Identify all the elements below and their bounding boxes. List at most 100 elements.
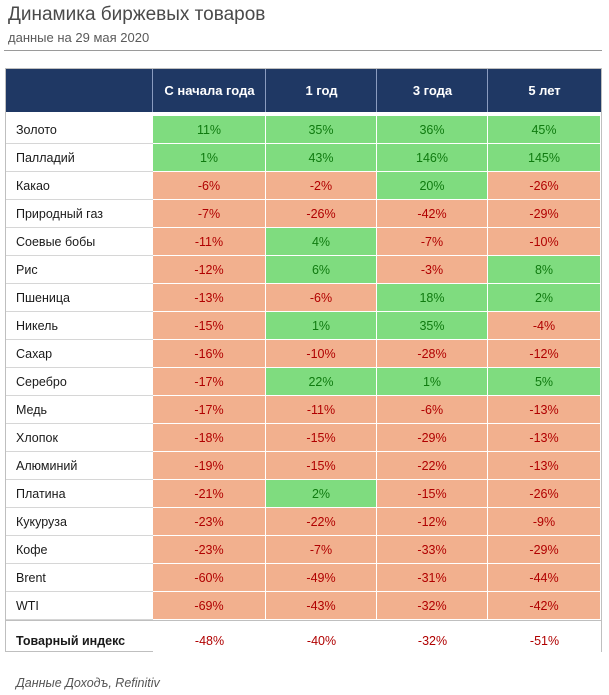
commodity-name: Платина — [16, 487, 66, 501]
value-cell: 43% — [266, 144, 377, 172]
value-cell: -15% — [266, 452, 377, 480]
commodity-name: Медь — [16, 403, 48, 417]
page-subtitle: данные на 29 мая 2020 — [8, 30, 150, 45]
row-divider — [6, 283, 153, 284]
value-cell: -19% — [153, 452, 266, 480]
table-row: Никель -15% 1% 35% -4% — [6, 312, 601, 340]
table-row: Золото 11% 35% 36% 45% — [6, 116, 601, 144]
total-value-cell: -32% — [377, 624, 488, 658]
commodity-name: Соевые бобы — [16, 235, 96, 249]
row-divider — [6, 311, 153, 312]
header-separator — [152, 69, 153, 112]
table-row: Природный газ -7% -26% -42% -29% — [6, 200, 601, 228]
value-cell: -26% — [266, 200, 377, 228]
row-divider — [6, 395, 153, 396]
column-header: 1 год — [305, 83, 338, 98]
value-cell: -15% — [153, 312, 266, 340]
commodity-name: Сахар — [16, 347, 53, 361]
commodity-name: WTI — [16, 599, 39, 613]
value-cell: -13% — [488, 424, 601, 452]
table-row: Соевые бобы -11% 4% -7% -10% — [6, 228, 601, 256]
commodity-name: Рис — [16, 263, 38, 277]
row-divider — [6, 339, 153, 340]
row-divider — [6, 619, 153, 620]
table-row: Алюминий -19% -15% -22% -13% — [6, 452, 601, 480]
commodity-name: Какао — [16, 179, 50, 193]
commodity-name: Хлопок — [16, 431, 58, 445]
value-cell: -3% — [377, 256, 488, 284]
table-row: Серебро -17% 22% 1% 5% — [6, 368, 601, 396]
value-cell: 45% — [488, 116, 601, 144]
value-cell: -11% — [266, 396, 377, 424]
source-note: Данные Доходъ, Refinitiv — [16, 676, 160, 690]
value-cell: 5% — [488, 368, 601, 396]
value-cell: -7% — [153, 200, 266, 228]
value-cell: -29% — [377, 424, 488, 452]
row-divider — [6, 479, 153, 480]
value-cell: 8% — [488, 256, 601, 284]
value-cell: -7% — [266, 536, 377, 564]
row-divider — [6, 171, 153, 172]
table-row: Brent -60% -49% -31% -44% — [6, 564, 601, 592]
value-cell: -6% — [153, 172, 266, 200]
value-cell: -28% — [377, 340, 488, 368]
commodity-table: С начала года 1 год 3 года 5 лет Золото 11% 3… — [5, 68, 602, 658]
value-cell: 2% — [266, 480, 377, 508]
value-cell: 35% — [377, 312, 488, 340]
column-header: С начала года — [164, 83, 255, 98]
value-cell: -15% — [377, 480, 488, 508]
table-row: Сахар -16% -10% -28% -12% — [6, 340, 601, 368]
value-cell: -12% — [153, 256, 266, 284]
table-row: Пшеница -13% -6% 18% 2% — [6, 284, 601, 312]
row-divider — [6, 199, 153, 200]
value-cell: -42% — [488, 592, 601, 620]
row-divider — [6, 451, 153, 452]
total-divider — [6, 620, 601, 621]
value-cell: -11% — [153, 228, 266, 256]
value-cell: 4% — [266, 228, 377, 256]
value-cell: 2% — [488, 284, 601, 312]
value-cell: 35% — [266, 116, 377, 144]
value-cell: -10% — [266, 340, 377, 368]
value-cell: -15% — [266, 424, 377, 452]
row-divider — [6, 563, 153, 564]
total-value-cell: -48% — [153, 624, 266, 658]
row-divider — [6, 143, 153, 144]
value-cell: -49% — [266, 564, 377, 592]
commodity-name: Никель — [16, 319, 58, 333]
commodity-name: Кукуруза — [16, 515, 67, 529]
total-name: Товарный индекс — [16, 634, 126, 648]
commodity-name: Природный газ — [16, 207, 104, 221]
table-row: WTI -69% -43% -32% -42% — [6, 592, 601, 620]
table-row: Какао -6% -2% 20% -26% — [6, 172, 601, 200]
table-row: Кофе -23% -7% -33% -29% — [6, 536, 601, 564]
value-cell: -18% — [153, 424, 266, 452]
commodity-name: Алюминий — [16, 459, 78, 473]
value-cell: -16% — [153, 340, 266, 368]
page-title: Динамика биржевых товаров — [8, 4, 266, 25]
value-cell: -21% — [153, 480, 266, 508]
value-cell: 11% — [153, 116, 266, 144]
value-cell: -13% — [488, 452, 601, 480]
value-cell: -43% — [266, 592, 377, 620]
value-cell: 145% — [488, 144, 601, 172]
value-cell: 22% — [266, 368, 377, 396]
row-divider — [6, 591, 153, 592]
value-cell: -13% — [153, 284, 266, 312]
value-cell: -13% — [488, 396, 601, 424]
header-separator — [265, 69, 266, 112]
value-cell: 1% — [153, 144, 266, 172]
table-row: Рис -12% 6% -3% 8% — [6, 256, 601, 284]
header-separator — [487, 69, 488, 112]
table-row: Медь -17% -11% -6% -13% — [6, 396, 601, 424]
value-cell: -2% — [266, 172, 377, 200]
value-cell: -10% — [488, 228, 601, 256]
column-header: 5 лет — [528, 83, 561, 98]
value-cell: -7% — [377, 228, 488, 256]
value-cell: -44% — [488, 564, 601, 592]
value-cell: -69% — [153, 592, 266, 620]
value-cell: -17% — [153, 396, 266, 424]
value-cell: -12% — [377, 508, 488, 536]
value-cell: 18% — [377, 284, 488, 312]
value-cell: -9% — [488, 508, 601, 536]
